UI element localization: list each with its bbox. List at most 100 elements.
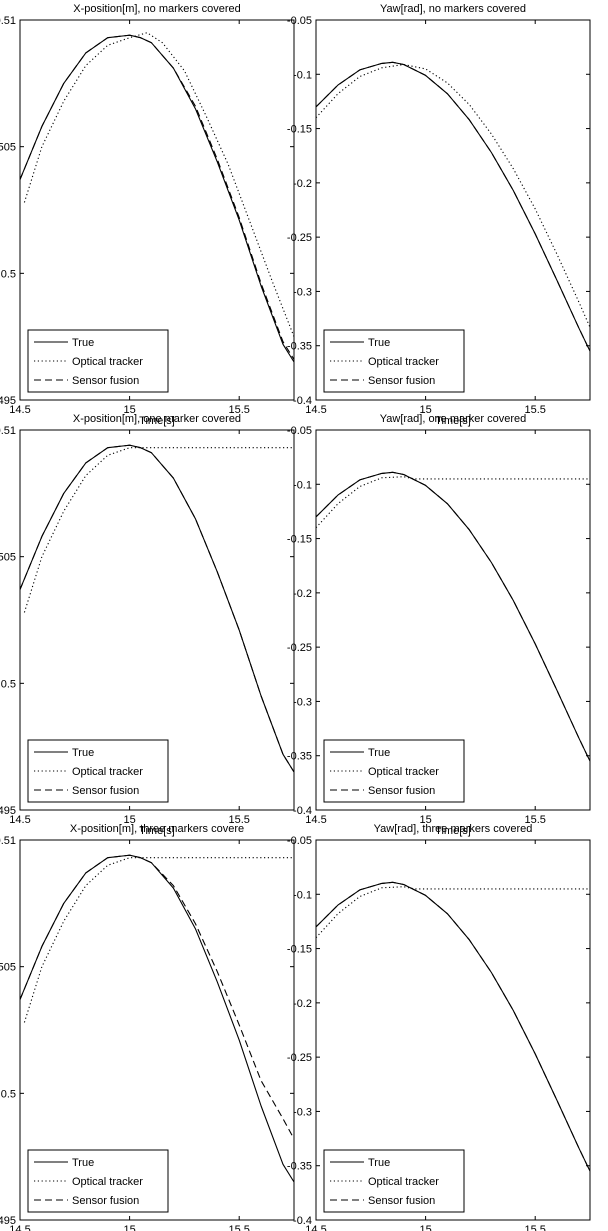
- chart-title: Yaw[rad], no markers covered: [380, 3, 526, 15]
- legend-entry: Sensor fusion: [72, 375, 139, 387]
- y-tick-label: 0.495: [0, 395, 16, 407]
- y-tick-label: -0.25: [287, 232, 312, 244]
- x-tick-label: 15: [419, 814, 431, 826]
- legend-entry: Sensor fusion: [368, 1195, 435, 1207]
- series-line-optical-tracker: [23, 32, 294, 337]
- legend-entry: Optical tracker: [368, 1176, 439, 1188]
- y-tick-label: -0.05: [287, 835, 312, 847]
- plot-frame: [315, 839, 591, 1221]
- legend-entry: True: [72, 1157, 94, 1169]
- x-tick-label: 14.5: [9, 814, 30, 826]
- y-tick-label: 0.5: [1, 678, 16, 690]
- legend-entry: Optical tracker: [368, 356, 439, 368]
- x-tick-label: 15.5: [524, 1224, 545, 1231]
- plot-frame: [19, 429, 295, 811]
- y-tick-label: -0.3: [293, 1106, 312, 1118]
- y-tick-label: 0.5: [1, 1088, 16, 1100]
- x-axis-label: Time[s]: [139, 825, 175, 837]
- y-tick-label: -0.05: [287, 15, 312, 27]
- series-line-optical-tracker: [316, 476, 590, 529]
- legend-box: [27, 329, 169, 393]
- legend: True Optical tracker Sensor fusion: [27, 329, 169, 393]
- series-line-optical-tracker: [23, 857, 294, 1023]
- y-tick-label: -0.3: [293, 696, 312, 708]
- series-line-optical-tracker: [316, 63, 590, 328]
- legend-entry: True: [72, 337, 94, 349]
- y-tick-label: -0.35: [287, 341, 312, 353]
- y-tick-label: -0.2: [293, 178, 312, 190]
- series-line-sensor-fusion: [316, 471, 590, 762]
- legend: True Optical tracker Sensor fusion: [323, 329, 465, 393]
- series-line-true: [20, 854, 294, 1183]
- y-tick-label: -0.35: [287, 751, 312, 763]
- series-line-true: [316, 471, 590, 762]
- series-line-sensor-fusion: [20, 34, 294, 360]
- plot-frame: [315, 429, 591, 811]
- y-tick-label: -0.4: [293, 395, 312, 407]
- x-tick-label: 15.5: [228, 404, 249, 416]
- chart-panel-4: X-position[m], three markers covereTime[…: [0, 823, 295, 1231]
- x-tick-label: 15: [123, 814, 135, 826]
- y-tick-label: -0.2: [293, 588, 312, 600]
- y-tick-label: -0.15: [287, 124, 312, 136]
- y-tick-label: 0.505: [0, 142, 16, 154]
- y-tick-label: -0.4: [293, 1215, 312, 1227]
- y-tick-label: -0.05: [287, 425, 312, 437]
- legend-box: [323, 739, 465, 803]
- chart-title: X-position[m], no markers covered: [73, 3, 241, 15]
- y-tick-label: 0.51: [0, 425, 16, 437]
- y-tick-label: 0.495: [0, 1215, 16, 1227]
- legend: True Optical tracker Sensor fusion: [323, 739, 465, 803]
- x-tick-label: 14.5: [305, 814, 326, 826]
- legend: True Optical tracker Sensor fusion: [27, 1149, 169, 1213]
- legend: True Optical tracker Sensor fusion: [323, 1149, 465, 1213]
- legend-entry: Optical tracker: [368, 766, 439, 778]
- y-tick-label: 0.51: [0, 15, 16, 27]
- chart-title: Yaw[rad], three markers covered: [374, 823, 533, 835]
- y-tick-label: -0.15: [287, 534, 312, 546]
- legend-box: [323, 1149, 465, 1213]
- x-tick-label: 14.5: [9, 404, 30, 416]
- y-tick-label: -0.2: [293, 998, 312, 1010]
- y-tick-label: 0.505: [0, 962, 16, 974]
- legend: True Optical tracker Sensor fusion: [27, 739, 169, 803]
- chart-title: Yaw[rad], one marker covered: [380, 413, 527, 425]
- y-tick-label: -0.1: [293, 479, 312, 491]
- chart-title: X-position[m], three markers covere: [70, 823, 244, 835]
- x-tick-label: 15: [419, 404, 431, 416]
- y-tick-label: 0.505: [0, 552, 16, 564]
- y-tick-label: -0.1: [293, 69, 312, 81]
- legend-entry: Optical tracker: [72, 766, 143, 778]
- y-tick-label: -0.15: [287, 944, 312, 956]
- chart-title: X-position[m], one marker covered: [73, 413, 241, 425]
- x-tick-label: 14.5: [9, 1224, 30, 1231]
- plot-frame: [19, 19, 295, 401]
- series-line-sensor-fusion: [20, 444, 294, 773]
- series-line-true: [316, 61, 590, 352]
- chart-panel-0: X-position[m], no markers covered Time[s]…: [0, 3, 295, 427]
- legend-entry: True: [368, 337, 390, 349]
- plot-frame: [315, 19, 591, 401]
- series-line-optical-tracker: [316, 886, 590, 939]
- series-line-true: [316, 881, 590, 1172]
- series-line-true: [20, 444, 294, 773]
- legend-entry: Sensor fusion: [368, 375, 435, 387]
- x-tick-label: 15.5: [228, 814, 249, 826]
- series-line-true: [20, 34, 294, 363]
- x-tick-label: 15.5: [524, 814, 545, 826]
- x-tick-label: 14.5: [305, 1224, 326, 1231]
- series-line-sensor-fusion: [316, 61, 590, 352]
- x-tick-label: 14.5: [305, 404, 326, 416]
- legend-box: [27, 739, 169, 803]
- y-tick-label: -0.3: [293, 286, 312, 298]
- x-axis-label: Time[s]: [435, 415, 471, 427]
- y-tick-label: -0.25: [287, 642, 312, 654]
- x-tick-label: 15: [123, 404, 135, 416]
- legend-box: [27, 1149, 169, 1213]
- x-tick-label: 15: [419, 1224, 431, 1231]
- series-line-sensor-fusion: [20, 854, 294, 1140]
- y-tick-label: -0.1: [293, 889, 312, 901]
